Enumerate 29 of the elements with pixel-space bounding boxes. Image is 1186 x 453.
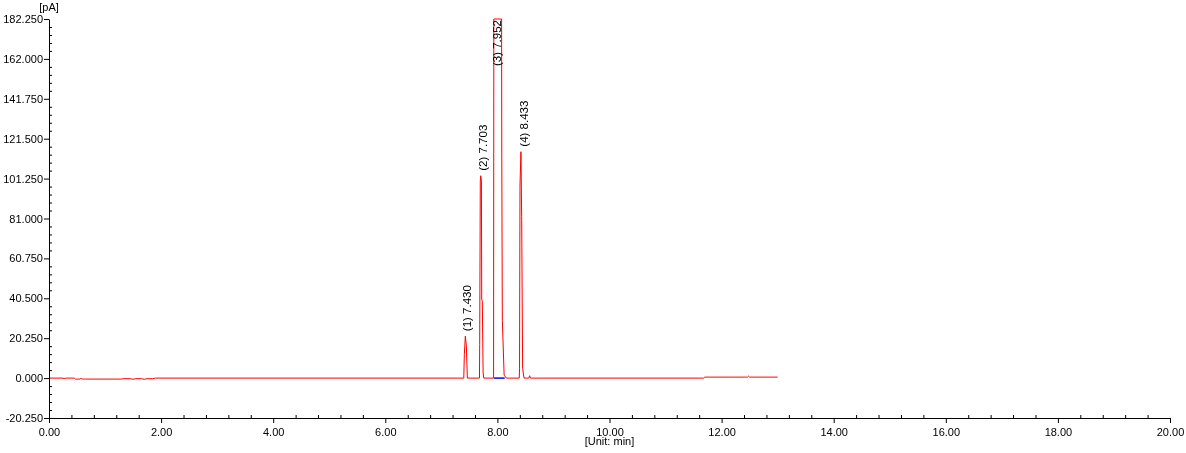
x-tick-label: 16.00 [932, 425, 961, 438]
x-tick-label: 18.00 [1044, 425, 1073, 438]
y-tick-label: 121.500 [3, 132, 43, 145]
x-tick-label: 2.00 [150, 425, 173, 438]
annotation: (1) 7.430 [461, 285, 474, 332]
x-tick-label: 6.00 [375, 425, 397, 438]
line-series [49, 18, 779, 380]
x-tick-label: 8.00 [487, 425, 509, 438]
y-tick-label: 141.750 [3, 92, 43, 105]
y-tick-label: 162.000 [3, 52, 43, 65]
y-tick-label: 101.250 [3, 172, 43, 185]
x-tick-label: 12.00 [708, 425, 736, 438]
y-axis-title: [pA] [39, 1, 59, 13]
x-tick-label: 4.00 [262, 425, 285, 438]
x-axis-title: [Unit: min] [584, 435, 635, 447]
x-tick-label: 10.00 [596, 425, 624, 438]
annotation: (4) 8.433 [517, 100, 530, 147]
y-tick-label: -20.250 [5, 412, 43, 425]
x-tick-label: 14.00 [820, 425, 848, 438]
x-tick-label: 20.00 [1156, 425, 1185, 438]
annotation: (2) 7.703 [476, 124, 489, 171]
y-tick-label: 60.750 [9, 252, 43, 265]
y-tick-label: 0.000 [15, 372, 43, 385]
y-tick-label: 20.250 [9, 332, 43, 345]
annotation: (3) 7.952 [490, 20, 503, 67]
x-tick-label: 0.00 [38, 425, 61, 438]
y-tick-label: 81.000 [9, 212, 43, 225]
y-tick-label: 182.250 [3, 13, 43, 26]
y-tick-label: 40.500 [9, 292, 43, 305]
